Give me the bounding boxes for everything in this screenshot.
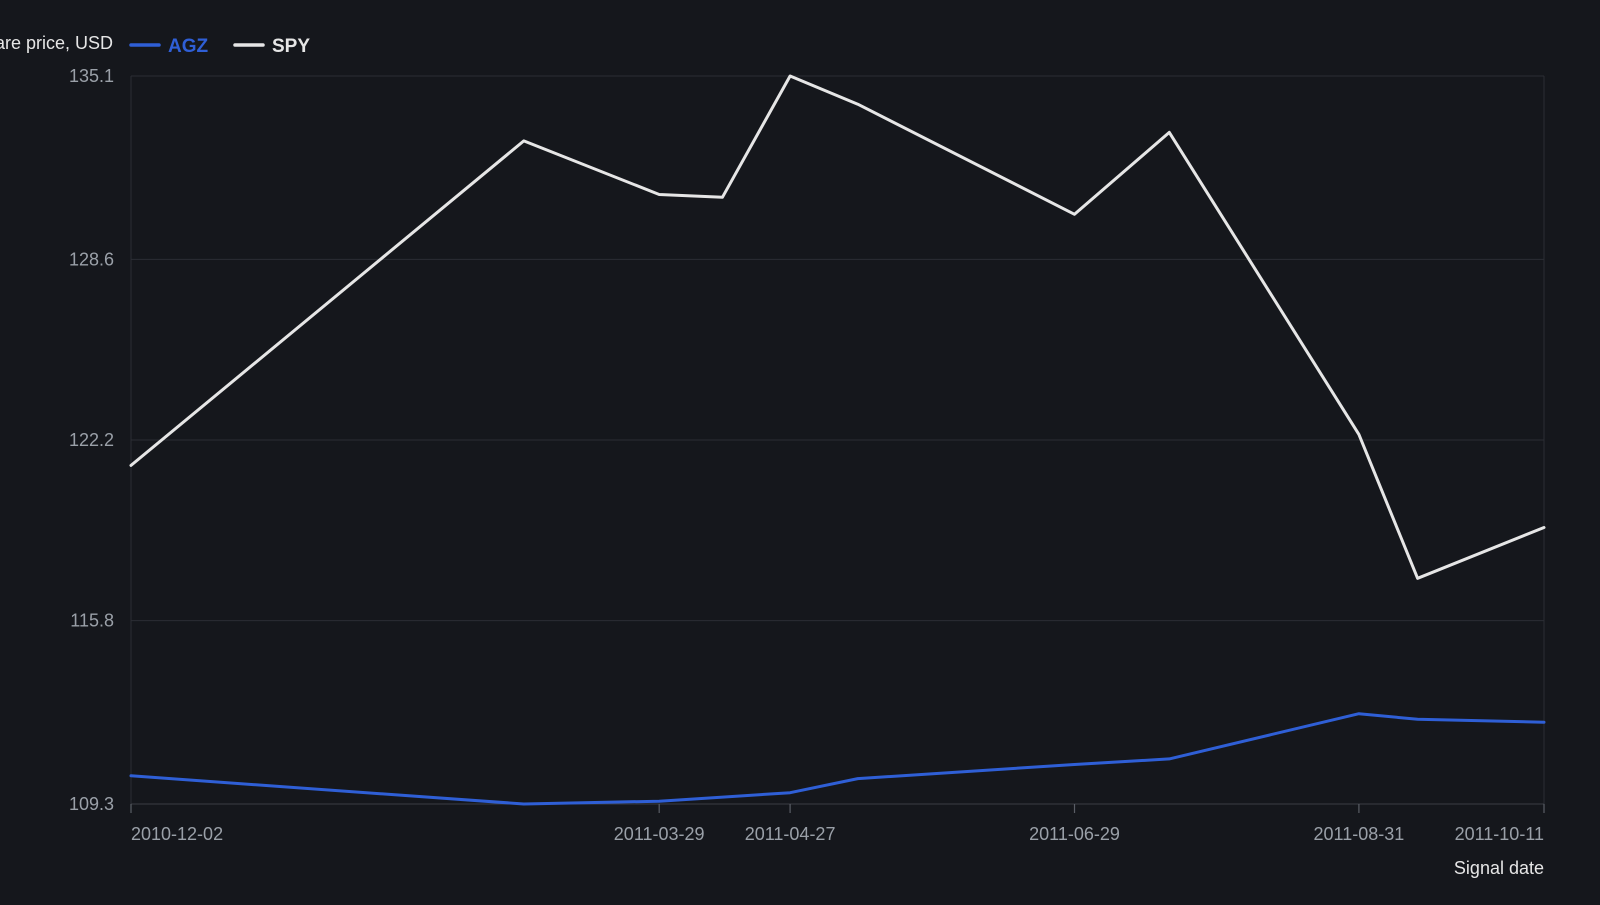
y-tick-label: 122.2 <box>69 430 114 450</box>
x-tick-label: 2011-08-31 <box>1314 824 1405 844</box>
series-lines <box>129 74 1546 806</box>
y-tick-label: 135.1 <box>69 66 114 86</box>
y-tick-label: 115.8 <box>70 611 114 631</box>
x-tick-label: 2011-03-29 <box>614 824 705 844</box>
x-tick-label: 2011-04-27 <box>745 824 836 844</box>
legend-label-spy: SPY <box>272 36 310 57</box>
legend-label-agz: AGZ <box>168 36 209 57</box>
x-tick-label: 2011-06-29 <box>1029 824 1120 844</box>
x-tick-labels: 2010-12-02 2011-03-29 2011-04-27 2011-06-29… <box>131 824 1544 844</box>
x-tick-label: 2011-10-11 <box>1455 824 1544 844</box>
x-axis-label: Signal date <box>1454 858 1544 878</box>
series-line-agz <box>129 712 1546 806</box>
x-tick-label: 2010-12-02 <box>131 824 223 844</box>
y-tick-labels: 109.3 115.8 122.2 128.6 135.1 <box>69 66 114 814</box>
legend: Share price, USD AGZ SPY <box>0 33 310 57</box>
y-axis-label: Share price, USD <box>0 33 113 53</box>
y-tick-label: 109.3 <box>69 794 114 814</box>
grid-lines <box>131 75 1544 805</box>
series-line-spy <box>129 74 1546 580</box>
y-tick-label: 128.6 <box>69 249 114 269</box>
axes <box>130 76 1545 813</box>
